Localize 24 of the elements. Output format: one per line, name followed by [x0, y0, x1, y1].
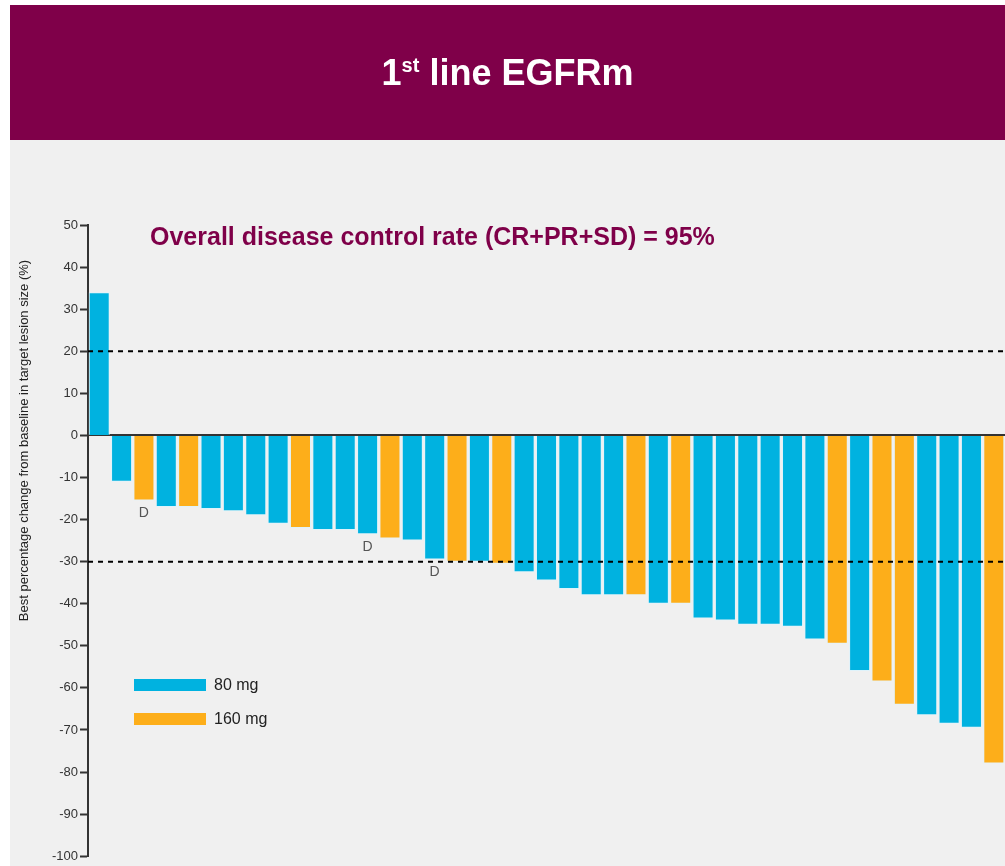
y-tick-label: 40: [63, 258, 79, 274]
y-tick-label: -50: [59, 637, 79, 653]
y-tick-label: 20: [63, 342, 79, 358]
legend-label: 160 mg: [214, 710, 268, 728]
y-tick-label: -20: [59, 511, 79, 527]
chart-title: 1$^{st}$ line EGFRm: [381, 51, 634, 94]
y-tick-label: -90: [59, 805, 79, 821]
y-tick-label: -30: [59, 553, 79, 569]
y-tick-label: 0: [70, 426, 79, 442]
y-axis-title: Best percentage change from baseline in target lesion size (%): [15, 258, 31, 624]
chart-subtitle: Overall disease control rate (CR+PR+SD) = 95%: [150, 222, 715, 251]
y-tick-label: 10: [63, 384, 79, 400]
y-tick-label: 30: [63, 300, 79, 316]
y-tick-label: -100: [51, 847, 79, 863]
y-tick-label: -60: [59, 679, 79, 695]
y-tick-label: -70: [59, 721, 79, 737]
y-tick-label: -40: [59, 595, 79, 611]
data-label: D: [429, 563, 440, 580]
y-tick-label: -10: [59, 469, 79, 485]
legend-label: 80 mg: [214, 676, 259, 694]
y-tick-label: -80: [59, 763, 79, 779]
data-label: D: [138, 504, 149, 521]
data-label: D: [362, 538, 373, 555]
y-tick-label: 50: [63, 216, 79, 232]
